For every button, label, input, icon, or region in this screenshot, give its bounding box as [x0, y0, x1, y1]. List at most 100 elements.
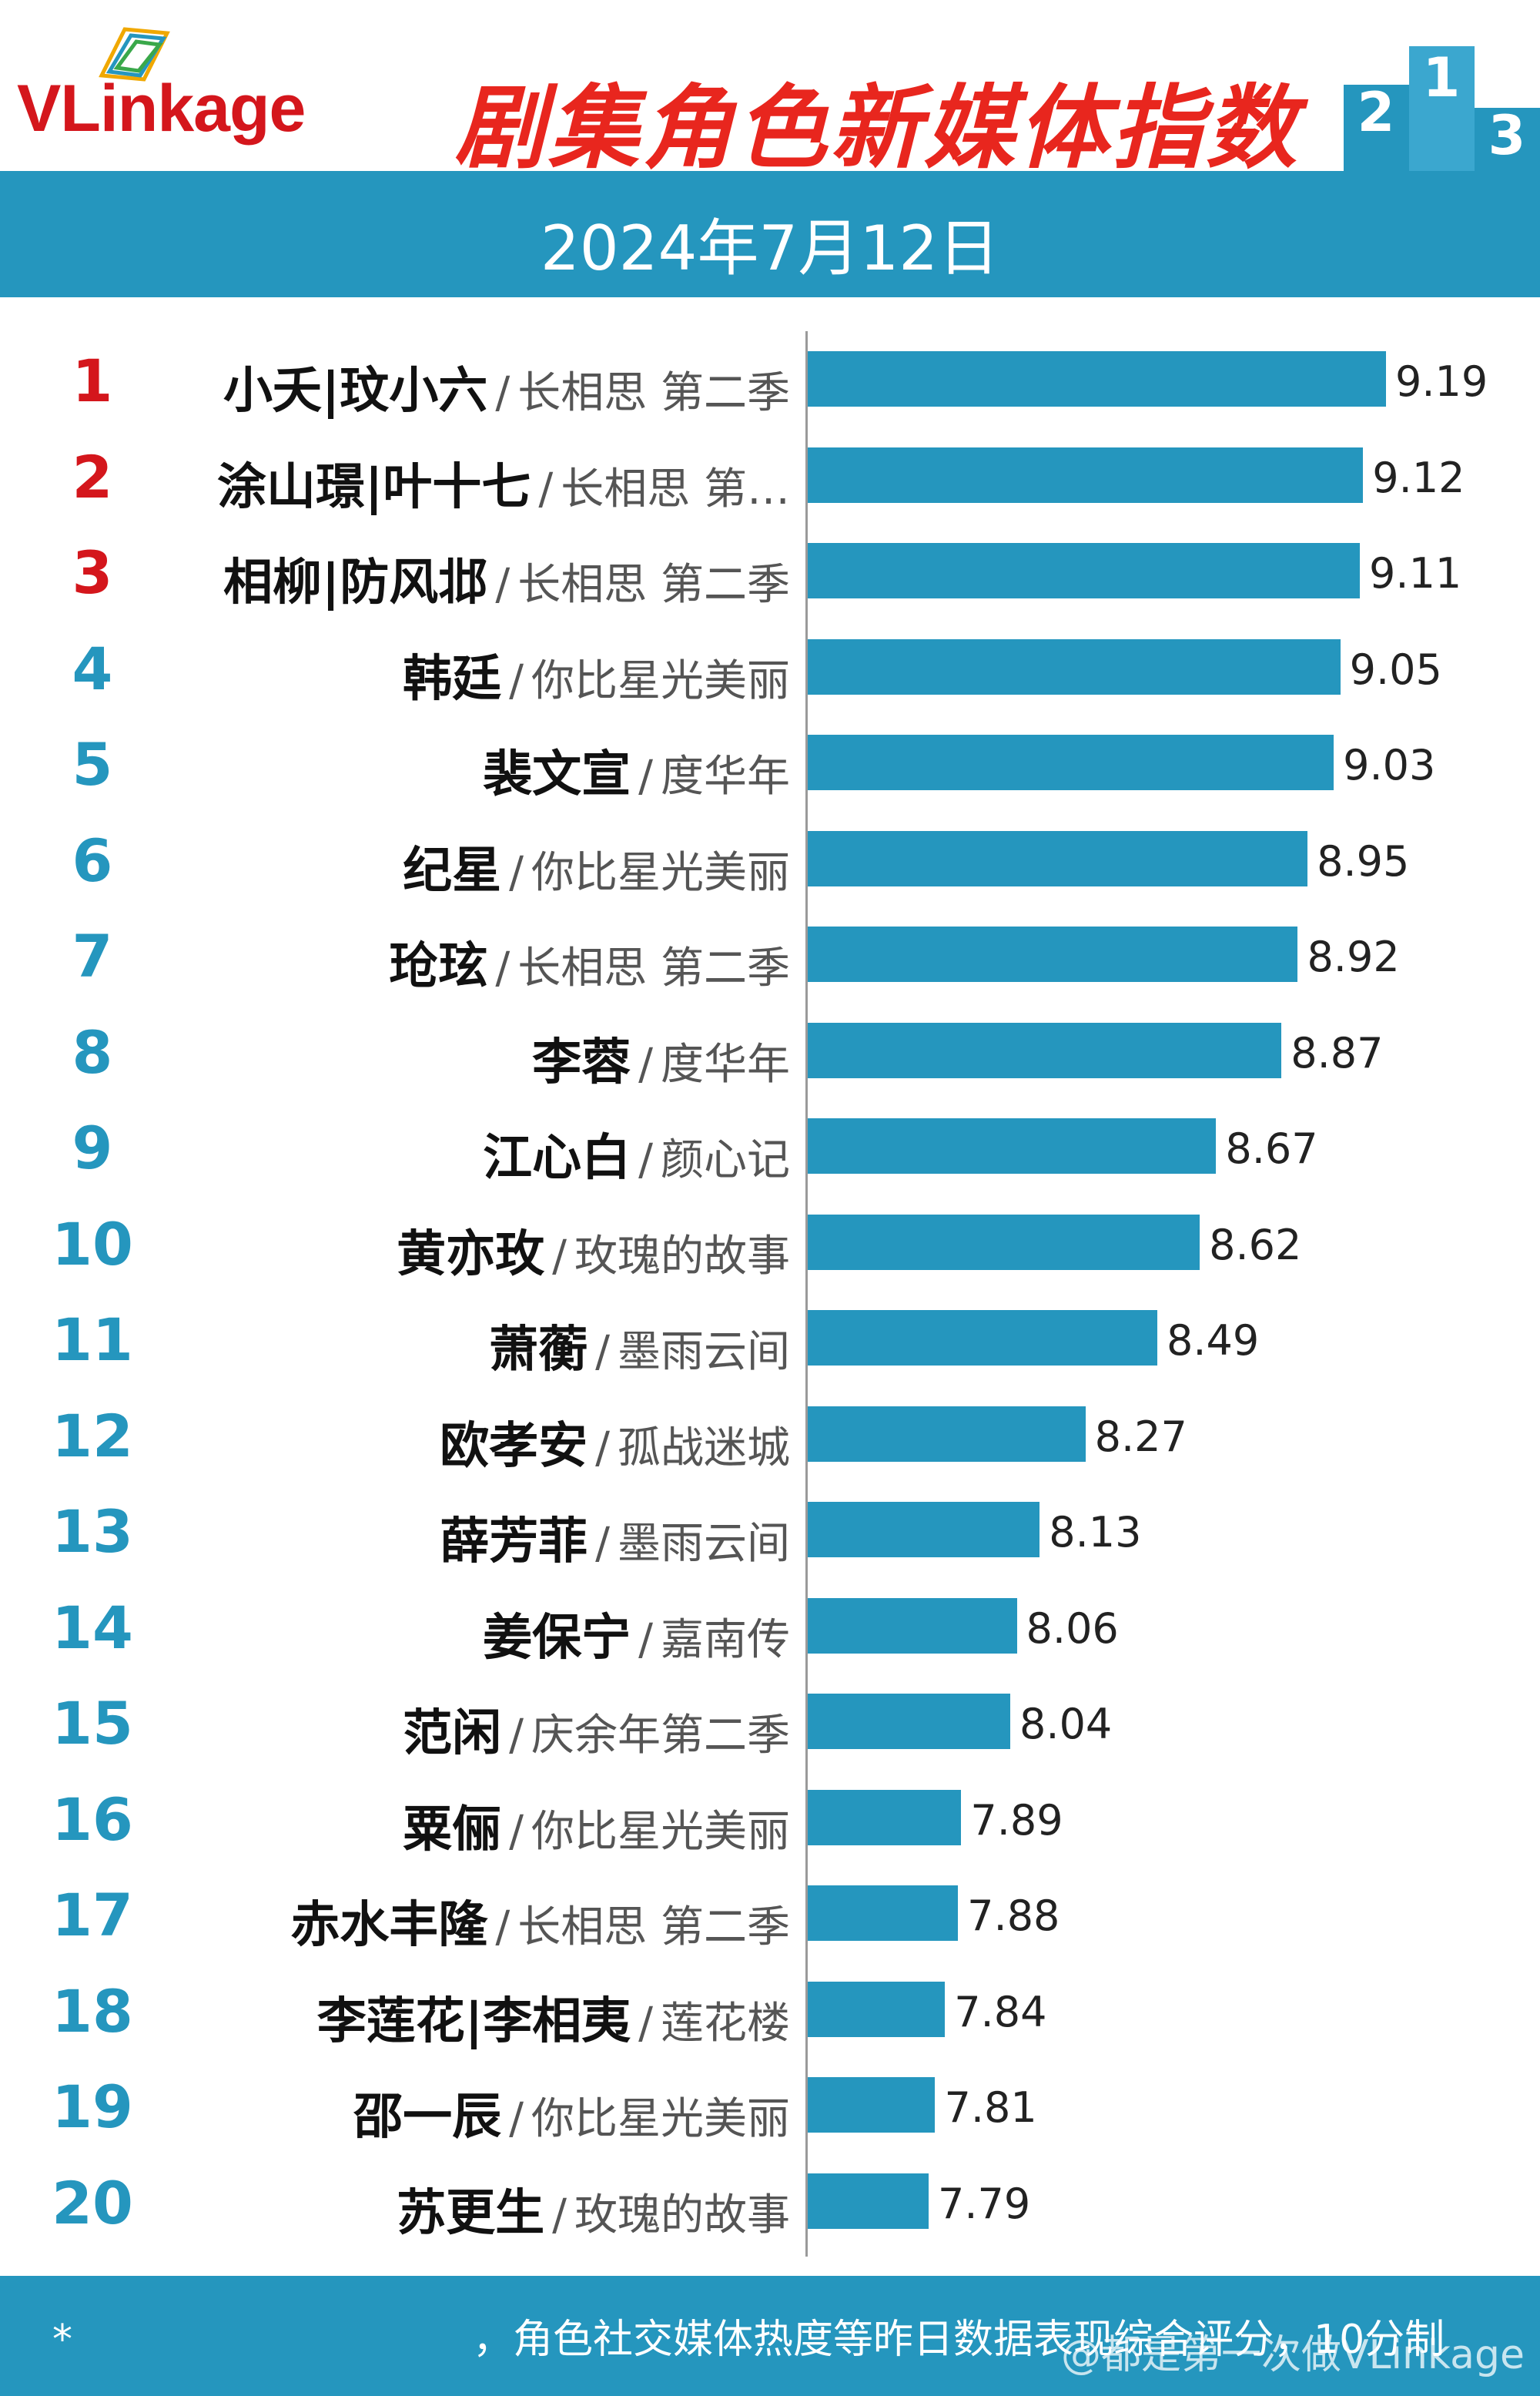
- rank-number: 19: [52, 2073, 133, 2141]
- drama-title: 嘉南传: [661, 1614, 790, 1665]
- value-bar: [808, 830, 1308, 886]
- drama-title: 庆余年第二季: [531, 1711, 790, 1761]
- separator: /: [538, 464, 554, 514]
- rank-number: 7: [72, 922, 113, 990]
- value-bar: [808, 927, 1298, 982]
- rank-number: 20: [52, 2168, 133, 2237]
- rank-number: 5: [72, 730, 113, 799]
- drama-title: 长相思 第二季: [517, 943, 790, 994]
- date-label: 2024年7月12日: [540, 213, 1000, 284]
- drama-title: 玫瑰的故事: [574, 1231, 790, 1282]
- role-name: 苏更生: [397, 2184, 545, 2242]
- drama-title: 你比星光美丽: [531, 1806, 790, 1857]
- row-label: 邵一辰 / 你比星光美丽: [116, 2077, 790, 2148]
- separator: /: [495, 1902, 511, 1952]
- row-label: 李莲花|李相夷 / 莲花楼: [116, 1982, 790, 2053]
- value-label: 7.84: [954, 1987, 1047, 2036]
- podium-number-3: 3: [1488, 104, 1526, 167]
- value-bar: [808, 638, 1341, 695]
- drama-title: 度华年: [661, 1039, 790, 1090]
- rank-number: 18: [52, 1976, 133, 2046]
- row-label: 范闲 / 庆余年第二季: [116, 1694, 790, 1764]
- drama-title: 度华年: [661, 752, 790, 802]
- drama-title: 长相思 第二季: [517, 368, 790, 418]
- drama-title: 墨雨云间: [618, 1519, 790, 1569]
- rank-number: 17: [52, 1881, 133, 1949]
- role-name: 裴文宣: [483, 746, 631, 803]
- chart-row: 10 黄亦玫 / 玫瑰的故事 8.62: [0, 1195, 1540, 1290]
- value-label: 8.87: [1291, 1028, 1384, 1077]
- drama-title: 长相思 第二季: [517, 560, 790, 610]
- role-name: 欧孝安: [440, 1417, 588, 1475]
- footer: * ，角色社交媒体热度等昨日数据表现综合评分，10分制 @都是第一次做VLink…: [0, 2276, 1540, 2396]
- rank-number: 12: [52, 1401, 133, 1470]
- value-label: 9.03: [1343, 741, 1436, 789]
- rank-number: 9: [72, 1114, 113, 1182]
- role-name: 粟俪: [403, 1801, 502, 1858]
- value-label: 8.13: [1049, 1508, 1142, 1557]
- chart-row: 2 涂山璟|叶十七 / 长相思 第… 9.12: [0, 427, 1540, 523]
- value-label: 7.88: [967, 1892, 1060, 1940]
- value-bar: [808, 1694, 1011, 1749]
- chart-row: 8 李蓉 / 度华年 8.87: [0, 1003, 1540, 1098]
- separator: /: [595, 1327, 610, 1377]
- role-name: 玱玹: [389, 938, 488, 995]
- chart-row: 1 小夭|玟小六 / 长相思 第二季 9.19: [0, 331, 1540, 427]
- rank-number: 3: [72, 538, 113, 607]
- chart-row: 20 苏更生 / 玫瑰的故事 7.79: [0, 2153, 1540, 2249]
- podium-number-2: 2: [1358, 81, 1395, 144]
- chart-row: 15 范闲 / 庆余年第二季 8.04: [0, 1674, 1540, 1769]
- drama-title: 墨雨云间: [618, 1327, 790, 1377]
- chart-row: 18 李莲花|李相夷 / 莲花楼 7.84: [0, 1962, 1540, 2057]
- rank-number: 10: [52, 1209, 133, 1278]
- role-name: 赤水丰隆: [290, 1897, 488, 1954]
- rank-number: 2: [72, 442, 113, 511]
- value-label: 8.67: [1225, 1124, 1318, 1173]
- role-name: 相柳|防风邶: [223, 555, 488, 612]
- drama-title: 你比星光美丽: [531, 2094, 790, 2144]
- drama-title: 你比星光美丽: [531, 847, 790, 898]
- drama-title: 长相思 第二季: [517, 1902, 790, 1952]
- separator: /: [509, 1806, 524, 1857]
- drama-title: 颜心记: [661, 1135, 790, 1185]
- role-name: 薛芳菲: [440, 1513, 588, 1570]
- row-label: 小夭|玟小六 / 长相思 第二季: [116, 351, 790, 422]
- row-label: 纪星 / 你比星光美丽: [116, 831, 790, 902]
- value-label: 7.79: [937, 2179, 1031, 2228]
- logo-text: VLinkage: [17, 72, 306, 146]
- row-label: 韩廷 / 你比星光美丽: [116, 639, 790, 710]
- row-label: 江心白 / 颜心记: [116, 1118, 790, 1189]
- row-label: 李蓉 / 度华年: [116, 1023, 790, 1094]
- chart-row: 11 萧蘅 / 墨雨云间 8.49: [0, 1290, 1540, 1386]
- rank-number: 4: [72, 634, 113, 703]
- row-label: 相柳|防风邶 / 长相思 第二季: [116, 543, 790, 614]
- podium-number-1: 1: [1423, 46, 1461, 109]
- value-bar: [808, 1406, 1086, 1462]
- value-bar: [808, 2173, 929, 2229]
- separator: /: [595, 1519, 610, 1569]
- watermark: @都是第一次做VLinkage: [1060, 2332, 1525, 2378]
- value-label: 8.04: [1019, 1700, 1113, 1748]
- row-label: 萧蘅 / 墨雨云间: [116, 1310, 790, 1381]
- value-label: 7.81: [944, 2083, 1037, 2132]
- value-bar: [808, 1310, 1157, 1366]
- row-label: 薛芳菲 / 墨雨云间: [116, 1502, 790, 1573]
- value-bar: [808, 1502, 1040, 1557]
- chart-row: 7 玱玹 / 长相思 第二季 8.92: [0, 906, 1540, 1002]
- separator: /: [509, 847, 524, 898]
- value-bar: [808, 351, 1386, 407]
- role-name: 江心白: [483, 1130, 631, 1187]
- rank-number: 13: [52, 1497, 133, 1566]
- vlinkage-logo: VLinkage: [17, 27, 340, 162]
- value-bar: [808, 2077, 936, 2133]
- row-label: 苏更生 / 玫瑰的故事: [116, 2173, 790, 2244]
- footer-note: * ，角色社交媒体热度等昨日数据表现综合评分，10分制: [52, 2317, 1445, 2363]
- value-bar: [808, 1118, 1217, 1174]
- chart-row: 12 欧孝安 / 孤战迷城 8.27: [0, 1386, 1540, 1482]
- chart-row: 6 纪星 / 你比星光美丽 8.95: [0, 811, 1540, 906]
- separator: /: [552, 2190, 567, 2240]
- chart-row: 16 粟俪 / 你比星光美丽 7.89: [0, 1770, 1540, 1865]
- ranking-chart: 1 小夭|玟小六 / 长相思 第二季 9.19 2 涂山璟|叶十七 / 长相思 第… 9.12 3 相…: [0, 323, 1540, 2257]
- chart-row: 9 江心白 / 颜心记 8.67: [0, 1098, 1540, 1194]
- value-bar: [808, 735, 1334, 790]
